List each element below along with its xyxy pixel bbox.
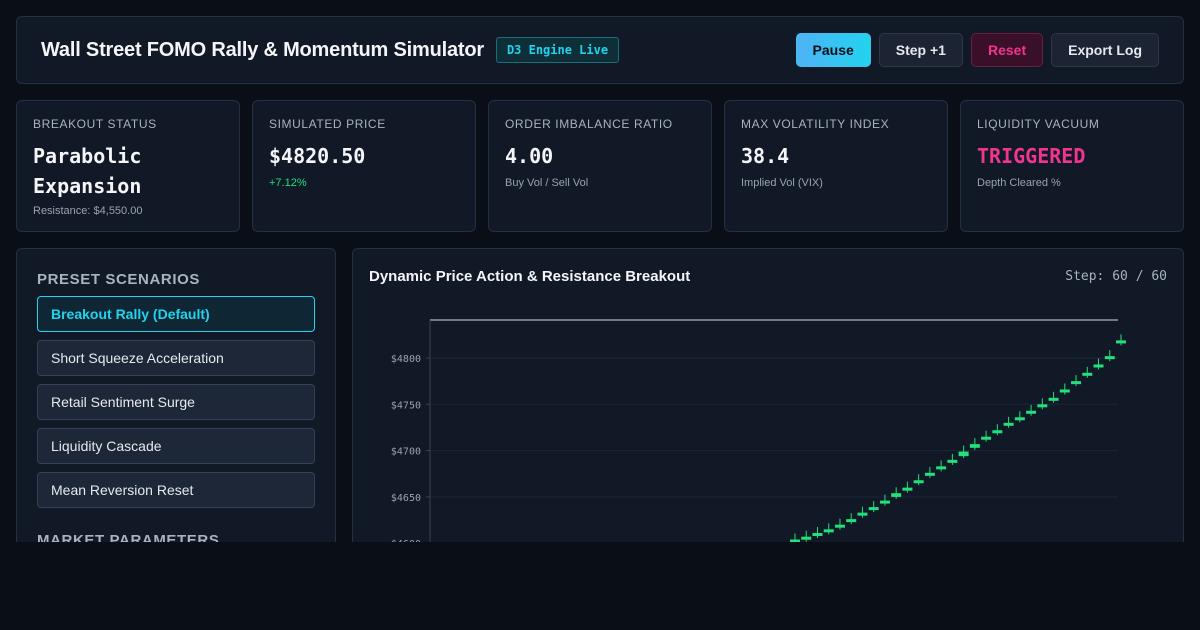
volatility-index-value: 38.4 <box>741 144 790 168</box>
liquidity-vacuum-card: Liquidity Vacuum TRIGGERED Depth Cleared… <box>960 100 1184 232</box>
card-label: Max Volatility Index <box>741 117 890 131</box>
candle-body <box>992 430 1003 434</box>
breakout-status-card: Breakout Status Parabolic Expansion Resi… <box>16 100 240 232</box>
preset-liquidity-cascade[interactable]: Liquidity Cascade <box>37 428 315 464</box>
candle-body <box>1104 356 1115 360</box>
candle-body <box>902 487 913 491</box>
pause-button[interactable]: Pause <box>795 33 871 67</box>
liquidity-vacuum-value: TRIGGERED <box>977 144 1086 168</box>
price-chart: $4800$4750$4700$4650$4600 <box>391 319 1126 547</box>
reset-button[interactable]: Reset <box>970 33 1044 67</box>
candle-body <box>1116 340 1126 344</box>
simulated-price-value: $4820.50 <box>269 144 366 168</box>
scenario-sidebar: Preset Scenarios Breakout Rally (Default… <box>16 248 336 548</box>
liquidity-vacuum-sub: Depth Cleared % <box>977 177 1061 189</box>
card-label: Breakout Status <box>33 117 157 131</box>
order-imbalance-value: 4.00 <box>505 144 554 168</box>
preset-short-squeeze[interactable]: Short Squeeze Acceleration <box>37 340 315 376</box>
candle-body <box>1014 417 1025 421</box>
card-label: Liquidity Vacuum <box>977 117 1100 131</box>
candle-body <box>1059 389 1070 393</box>
resistance-level: Resistance: $4,550.00 <box>33 205 143 217</box>
candle-body <box>1071 381 1082 385</box>
preset-retail-sentiment[interactable]: Retail Sentiment Surge <box>37 384 315 420</box>
candle-body <box>969 444 980 448</box>
y-tick-label: $4700 <box>391 447 421 458</box>
step-button[interactable]: Step +1 <box>878 33 963 67</box>
candle-body <box>958 451 969 457</box>
candle-body <box>891 493 902 497</box>
order-imbalance-card: Order Imbalance Ratio 4.00 Buy Vol / Sel… <box>488 100 712 232</box>
header-actions: Pause Step +1 Reset Export Log <box>795 33 1159 67</box>
y-tick-label: $4650 <box>391 493 421 504</box>
order-imbalance-sub: Buy Vol / Sell Vol <box>505 177 589 189</box>
y-tick-label: $4750 <box>391 400 421 411</box>
volatility-index-sub: Implied Vol (VIX) <box>741 177 823 189</box>
preset-breakout-rally[interactable]: Breakout Rally (Default) <box>37 296 315 332</box>
preset-scenarios-title: Preset Scenarios <box>37 271 200 288</box>
candle-body <box>834 524 845 528</box>
candle-body <box>868 507 879 511</box>
y-tick-label: $4800 <box>391 354 421 365</box>
candle-body <box>1093 364 1104 368</box>
viewport-cutoff <box>0 542 1200 630</box>
card-label: Simulated Price <box>269 117 386 131</box>
candle-body <box>879 500 890 504</box>
card-label: Order Imbalance Ratio <box>505 117 673 131</box>
candle-body <box>846 519 857 523</box>
candle-body <box>823 529 834 533</box>
preset-mean-reversion[interactable]: Mean Reversion Reset <box>37 472 315 508</box>
breakout-status-value: Parabolic Expansion <box>33 144 142 198</box>
candle-body <box>936 466 947 470</box>
candle-body <box>790 539 800 543</box>
volatility-index-card: Max Volatility Index 38.4 Implied Vol (V… <box>724 100 948 232</box>
step-counter: Step: 60 / 60 <box>1065 269 1167 284</box>
candle-body <box>947 459 958 463</box>
candle-body <box>913 480 924 484</box>
candle-body <box>1082 372 1093 376</box>
candle-body <box>981 436 992 440</box>
price-change: +7.12% <box>269 177 307 189</box>
price-chart-panel: $4800$4750$4700$4650$4600 Dynamic Price … <box>352 248 1184 548</box>
candle-body <box>1037 404 1048 408</box>
candle-body <box>801 536 812 540</box>
app-title: Wall Street FOMO Rally & Momentum Simula… <box>41 38 484 61</box>
chart-title: Dynamic Price Action & Resistance Breako… <box>369 268 691 285</box>
engine-status-badge: D3 Engine Live <box>495 37 620 63</box>
candle-body <box>857 512 868 516</box>
preset-list: Breakout Rally (Default) Short Squeeze A… <box>37 296 315 508</box>
candle-body <box>812 533 823 537</box>
candle-body <box>1026 410 1037 414</box>
simulated-price-card: Simulated Price $4820.50 +7.12% <box>252 100 476 232</box>
candle-body <box>924 472 935 476</box>
app-header: Wall Street FOMO Rally & Momentum Simula… <box>16 16 1184 84</box>
candle-body <box>1048 397 1059 401</box>
export-log-button[interactable]: Export Log <box>1051 33 1159 67</box>
candle-body <box>1003 422 1014 426</box>
